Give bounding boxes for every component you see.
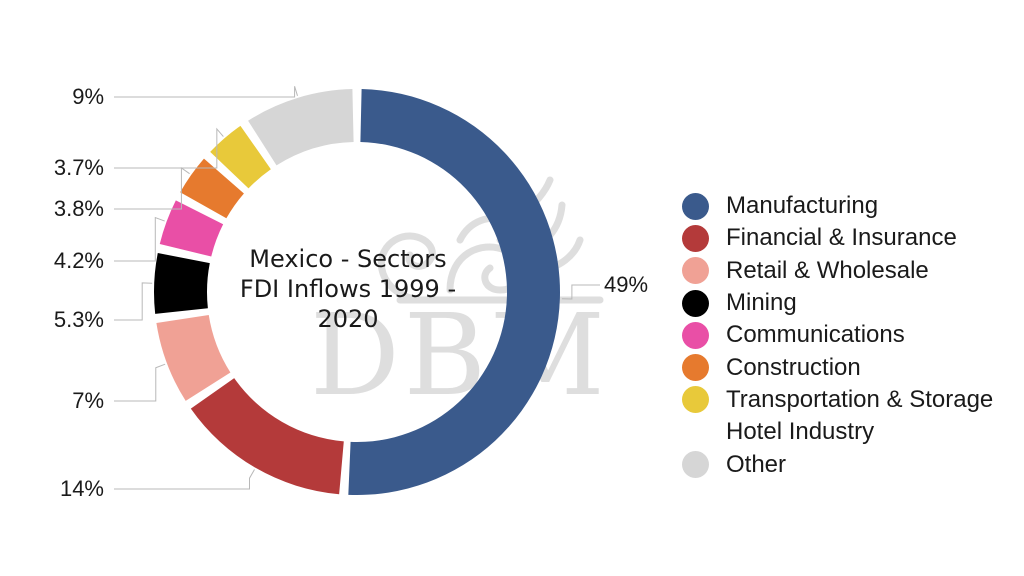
data-label-construction: 3.8% [54, 196, 104, 221]
slice-financial-and-insurance [190, 378, 344, 495]
legend-label-retail-and-wholesale: Retail & Wholesale [726, 256, 929, 284]
legend-label-other: Other [726, 450, 787, 478]
leader-line-mining [114, 282, 153, 321]
leader-line-communications [114, 216, 165, 262]
legend-label-financial-and-insurance: Financial & Insurance [726, 224, 957, 252]
legend-item-financial-and-insurance: Financial & Insurance [682, 222, 1024, 254]
data-label-communications: 4.2% [54, 248, 104, 273]
chart-title-line-1: Mexico - Sectors [249, 245, 447, 273]
data-label-retail-and-wholesale: 7% [72, 388, 104, 413]
legend-item-hotel-industry: Hotel Industry [682, 416, 1024, 448]
legend-item-other: Other [682, 448, 1024, 480]
legend-swatch-financial-and-insurance [682, 224, 709, 252]
legend-swatch-manufacturing [682, 192, 709, 220]
legend-label-hotel-industry: Hotel Industry [726, 418, 875, 446]
slice-communications [159, 200, 224, 257]
legend-item-construction: Construction [682, 351, 1024, 383]
chart-legend: Manufacturing Financial & Insurance Retail… [682, 190, 1024, 481]
leader-line-construction [114, 166, 190, 210]
leader-line-retail-and-wholesale [114, 363, 166, 402]
legend-label-transportation-and-storage: Transportation & Storage [726, 385, 994, 413]
legend-item-retail-and-wholesale: Retail & Wholesale [682, 255, 1024, 287]
chart-title-line-3: 2020 [317, 305, 379, 333]
data-label-transportation-and-storage: 3.7% [54, 155, 104, 180]
leader-line-manufacturing [561, 284, 600, 300]
legend-swatch-transportation-and-storage [682, 386, 709, 414]
data-label-financial-and-insurance: 14% [60, 476, 104, 501]
legend-item-manufacturing: Manufacturing [682, 190, 1024, 222]
slice-other [248, 89, 354, 166]
legend-item-transportation-and-storage: Transportation & Storage [682, 384, 1024, 416]
slice-transportation-and-storage [210, 125, 271, 189]
leader-line-other [114, 86, 298, 98]
chart-title-line-2: FDI Inflows 1999 - [239, 275, 457, 303]
data-label-manufacturing: 49% [604, 272, 648, 297]
legend-item-mining: Mining [682, 287, 1024, 319]
legend-label-manufacturing: Manufacturing [726, 192, 879, 220]
legend-item-communications: Communications [682, 319, 1024, 351]
legend-label-communications: Communications [726, 321, 905, 349]
leader-line-financial-and-insurance [114, 469, 255, 490]
slice-manufacturing [348, 89, 561, 496]
chart-title: Mexico - Sectors FDI Inflows 1999 - 2020 [213, 244, 483, 334]
legend-swatch-other [682, 451, 709, 479]
data-label-mining: 5.3% [54, 307, 104, 332]
slice-mining [154, 253, 210, 314]
legend-swatch-construction [682, 354, 709, 382]
slice-construction [180, 158, 244, 219]
legend-swatch-hotel-industry [682, 419, 709, 446]
data-label-other: 9% [72, 84, 104, 109]
legend-swatch-retail-and-wholesale [682, 257, 709, 285]
leader-line-transportation-and-storage [114, 127, 224, 169]
legend-swatch-communications [682, 321, 709, 349]
slice-retail-and-wholesale [156, 314, 231, 401]
legend-swatch-mining [682, 289, 709, 317]
legend-label-construction: Construction [726, 353, 861, 381]
legend-label-mining: Mining [726, 289, 797, 317]
